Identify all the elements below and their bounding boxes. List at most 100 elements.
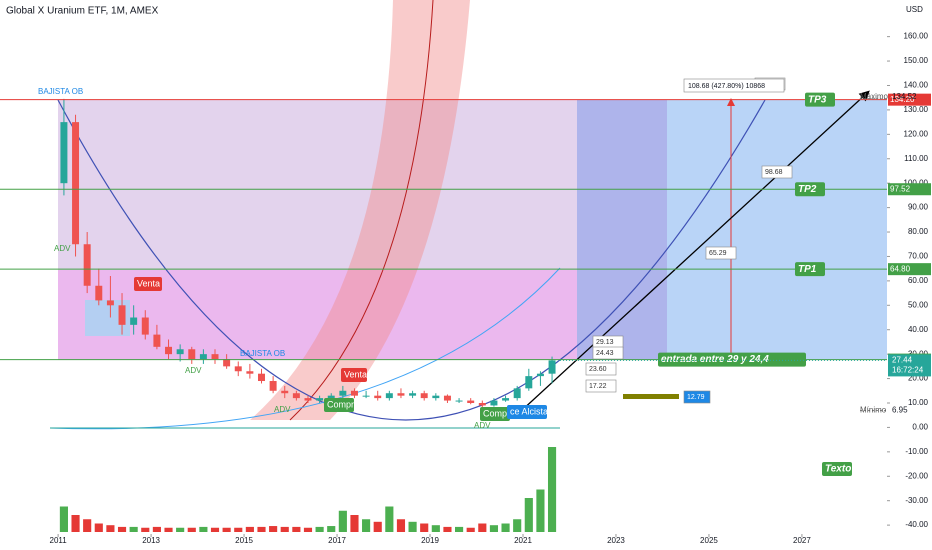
y-tick-label: -20.00	[905, 471, 928, 480]
annotation: ADV	[185, 366, 202, 375]
candle-body	[72, 122, 80, 245]
y-tick-label: -40.00	[905, 520, 928, 529]
measure-value: 29.13	[596, 339, 614, 346]
x-tick-label: 2027	[793, 536, 811, 545]
y-tick-label: 10.00	[908, 398, 929, 407]
candle-body	[176, 349, 184, 355]
level-price: 134.20	[890, 95, 915, 104]
level-label-bg	[795, 262, 825, 277]
volume-bar	[152, 526, 161, 532]
extreme-value: 6.95	[892, 406, 908, 415]
y-tick-label: 0.00	[912, 423, 928, 432]
candle-body	[292, 393, 300, 399]
volume-bar	[455, 526, 464, 532]
candle-body	[246, 371, 254, 374]
volume-bar	[257, 526, 266, 532]
candle-body	[478, 402, 486, 406]
volume-bar	[396, 519, 406, 532]
annotation: Texto	[825, 464, 851, 475]
x-tick-label: 2023	[607, 536, 625, 545]
measure-text: 108.68 (427.80%) 10868	[688, 83, 765, 90]
level-label: TP1	[798, 264, 817, 275]
volume-bar	[164, 527, 173, 532]
candle-body	[420, 393, 428, 399]
volume-bar	[129, 526, 138, 532]
last-price-bg	[888, 354, 931, 377]
curve-line	[289, 0, 434, 421]
x-tick-label: 2017	[328, 536, 346, 545]
y-tick-label: -10.00	[905, 447, 928, 456]
candle-body	[153, 334, 161, 347]
candle-body	[165, 346, 173, 355]
annotation: ADV	[274, 405, 291, 414]
candle-body	[374, 395, 382, 399]
y-tick-label: 160.00	[904, 32, 929, 41]
measure-value: 12.79	[687, 394, 705, 401]
x-tick-label: 2025	[700, 536, 718, 545]
candle-body	[350, 390, 358, 396]
measure-box	[585, 362, 617, 376]
level-price-bg	[888, 183, 931, 196]
candle-body	[130, 317, 138, 325]
volume-bar	[524, 498, 533, 532]
extreme-value: 134.52	[892, 92, 917, 101]
level-label: entrada entre 29 y 24,4	[661, 354, 769, 365]
annotation: ce Alcista	[510, 406, 548, 416]
candle-body	[536, 373, 544, 377]
measure-box	[761, 165, 793, 179]
parabola	[57, 99, 766, 421]
volume-bar	[280, 526, 289, 532]
volume-bar	[117, 526, 127, 532]
y-tick-label: 150.00	[904, 56, 929, 65]
candle-body	[513, 388, 521, 399]
y-tick-label: 90.00	[908, 203, 929, 212]
x-tick-label: 2015	[235, 536, 253, 545]
candle-body	[234, 366, 242, 372]
volume-bar	[176, 527, 185, 532]
candle-body	[211, 354, 219, 360]
annotation-bg	[480, 407, 510, 421]
volume-bar	[420, 523, 429, 532]
y-tick-label: 70.00	[908, 252, 929, 261]
volume-bar	[443, 526, 452, 532]
candle-body	[106, 300, 114, 306]
measure-box	[592, 346, 624, 360]
y-tick-label: 40.00	[908, 325, 929, 334]
volume-bar	[338, 510, 347, 532]
candle-body	[199, 354, 207, 360]
level-label-bg	[805, 92, 835, 107]
level-label-bg	[795, 182, 825, 197]
measure-box	[683, 390, 711, 404]
annotation: Compra	[327, 399, 359, 409]
candle-body	[397, 393, 405, 396]
candle-body	[339, 390, 347, 396]
candle-body	[327, 395, 335, 399]
level-price: 64.80	[890, 264, 911, 273]
level-price: 97.52	[890, 184, 911, 193]
candle-body	[443, 395, 451, 401]
countdown: 16:72:24	[892, 366, 924, 375]
volume-bar	[315, 526, 324, 532]
volume-bar	[385, 506, 394, 532]
extreme-label: Mínimo	[860, 406, 887, 415]
volume-bar	[245, 526, 254, 532]
y-tick-label: -30.00	[905, 496, 928, 505]
candle-body	[432, 395, 440, 399]
x-tick-label: 2019	[421, 536, 439, 545]
annotation: Venta	[344, 369, 367, 379]
target-zone	[58, 100, 577, 270]
volume-bar	[106, 525, 115, 532]
volume-bar	[547, 447, 557, 532]
volume-bar	[269, 526, 278, 532]
volume-bar	[234, 527, 243, 532]
candle-body	[304, 398, 312, 401]
candle-body	[258, 373, 265, 382]
volume-bar	[408, 521, 417, 532]
y-tick-label: 100.00	[904, 178, 929, 187]
candle-body	[60, 122, 68, 184]
level-price-bg	[888, 263, 931, 276]
measure-box	[585, 379, 617, 393]
candle-body	[455, 400, 463, 402]
measure-value: 65.29	[709, 250, 727, 257]
